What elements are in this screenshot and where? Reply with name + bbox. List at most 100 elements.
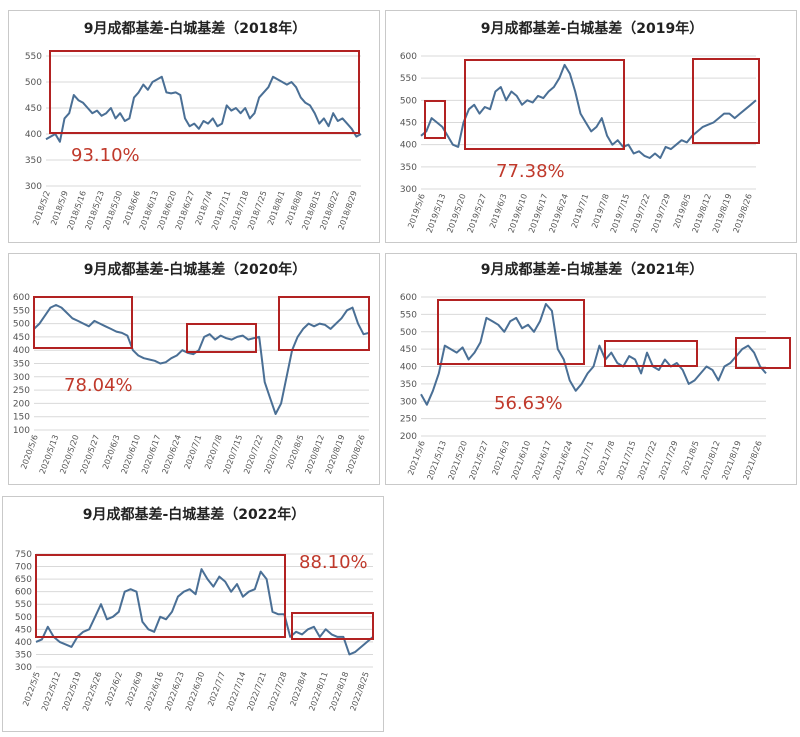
x-tick-label: 2020/5/27 (79, 434, 101, 476)
x-tick-label: 2021/6/24 (552, 440, 574, 482)
series-line (45, 75, 362, 143)
y-tick-label: 350 (15, 650, 32, 660)
x-tick-label: 2020/8/26 (344, 434, 366, 476)
chart-title: 9月成都基差-白城基差（2021年） (481, 261, 704, 278)
chart-title: 9月成都基差-白城基差（2018年） (84, 20, 307, 37)
series-line (420, 63, 757, 159)
x-tick-label: 2020/6/10 (120, 434, 142, 476)
x-tick-label: 2019/8/5 (672, 193, 693, 230)
x-tick-label: 2020/5/6 (19, 434, 40, 471)
x-tick-label: 2021/6/10 (510, 440, 532, 482)
x-tick-label: 2020/6/24 (160, 434, 182, 476)
x-tick-label: 2019/5/27 (466, 193, 488, 235)
y-tick-label: 500 (25, 78, 42, 88)
chart-2018-svg: 9月成都基差-白城基差（2018年） 300 350 400 450 500 550 2018… (25, 20, 362, 232)
chart-title: 9月成都基差-白城基差（2019年） (481, 20, 704, 37)
series-line (420, 303, 767, 406)
x-tick-label: 2018/8/8 (284, 190, 305, 227)
y-tick-label: 200 (13, 399, 30, 409)
x-tick-label: 2021/5/6 (406, 440, 427, 477)
y-tick-label: 450 (400, 345, 417, 355)
x-tick-label: 2019/7/15 (609, 193, 631, 235)
x-tick-label: 2022/5/12 (40, 671, 62, 713)
y-tick-label: 350 (25, 156, 42, 166)
x-tick-label: 2019/6/3 (488, 193, 509, 230)
x-tick-label: 2020/7/22 (242, 434, 264, 476)
y-tick-label: 250 (13, 386, 30, 396)
x-tick-label: 2018/8/1 (266, 190, 287, 227)
x-tick-label: 2020/6/3 (101, 434, 122, 471)
chart-title: 9月成都基差-白城基差（2022年） (83, 506, 306, 523)
x-tick-label: 2019/6/10 (507, 193, 529, 235)
x-tick-label: 2022/6/16 (143, 671, 165, 713)
y-tick-label: 550 (25, 52, 42, 62)
y-tick-label: 500 (13, 320, 30, 330)
highlight-box (604, 340, 698, 367)
chart-panel-2019: 9月成都基差-白城基差（2019年） 300 350 400 450 500 550 600 2… (385, 10, 797, 243)
chart-2020-svg: 9月成都基差-白城基差（2020年） 100 150 200 250 300 350 400 4… (13, 261, 370, 476)
highlight-box (33, 296, 133, 349)
x-tick-label: 2021/8/12 (699, 440, 721, 482)
y-tick-label: 400 (400, 141, 417, 151)
x-tick-label: 2018/5/9 (49, 190, 70, 227)
x-tick-label: 2020/8/5 (285, 434, 306, 471)
y-tick-label: 350 (400, 163, 417, 173)
highlight-box (291, 612, 374, 640)
x-tick-label: 2021/7/15 (615, 440, 637, 482)
x-tick-label: 2019/5/13 (425, 193, 447, 235)
y-tick-label: 550 (13, 306, 30, 316)
x-tick-label: 2018/8/29 (336, 190, 358, 232)
highlight-box (49, 50, 360, 134)
y-tick-label: 300 (25, 182, 42, 192)
x-tick-label: 2020/5/13 (38, 434, 60, 476)
highlight-box (692, 58, 760, 144)
series-line (33, 304, 370, 415)
x-tick-label: 2021/8/19 (720, 440, 742, 482)
y-tick-label: 450 (25, 104, 42, 114)
y-tick-label: 450 (15, 625, 32, 635)
y-tick-label: 600 (15, 588, 32, 598)
chart-2022-svg: 9月成都基差-白城基差（2022年） 300 350 400 450 500 550 600 6… (15, 506, 374, 713)
percentage-annotation: 88.10% (299, 552, 368, 573)
x-tick-label: 2018/7/25 (246, 190, 268, 232)
x-tick-label: 2021/5/27 (468, 440, 490, 482)
highlight-box (278, 296, 370, 351)
x-tick-label: 2022/7/7 (206, 671, 227, 708)
x-tick-label: 2019/7/1 (570, 193, 591, 230)
x-tick-label: 2019/5/20 (445, 193, 467, 235)
x-tick-label: 2019/7/29 (650, 193, 672, 235)
x-tick-label: 2019/7/8 (590, 193, 611, 230)
x-tick-label: 2021/6/17 (531, 440, 553, 482)
chart-panel-2022: 9月成都基差-白城基差（2022年） 300 350 400 450 500 550 600 6… (2, 496, 384, 732)
x-tick-label: 2021/7/22 (636, 440, 658, 482)
x-tick-label: 2022/8/11 (307, 671, 329, 713)
x-tick-label: 2020/6/17 (140, 434, 162, 476)
x-tick-label: 2022/8/25 (348, 671, 370, 713)
x-tick-label: 2022/7/14 (225, 671, 247, 713)
chart-panel-2020: 9月成都基差-白城基差（2020年） 100 150 200 250 300 350 400 4… (8, 253, 380, 485)
x-tick-label: 2019/6/17 (527, 193, 549, 235)
x-tick-label: 2022/6/9 (124, 671, 145, 708)
x-tick-label: 2021/7/1 (575, 440, 596, 477)
y-tick-label: 400 (13, 346, 30, 356)
chart-2019-svg: 9月成都基差-白城基差（2019年） 300 350 400 450 500 550 600 2… (400, 20, 760, 235)
x-tick-label: 2022/5/5 (21, 671, 42, 708)
x-tick-label: 2021/7/29 (657, 440, 679, 482)
series-line (35, 568, 374, 656)
y-tick-label: 350 (400, 380, 417, 390)
chart-panel-2018: 9月成都基差-白城基差（2018年） 300 350 400 450 500 550 2018… (8, 10, 380, 243)
y-tick-label: 700 (15, 563, 32, 573)
x-tick-label: 2019/8/26 (731, 193, 753, 235)
x-tick-label: 2022/7/21 (246, 671, 268, 713)
y-tick-label: 400 (25, 130, 42, 140)
x-tick-label: 2020/7/1 (183, 434, 204, 471)
x-tick-label: 2022/6/30 (184, 671, 206, 713)
highlight-box (186, 323, 257, 353)
y-tick-label: 550 (15, 600, 32, 610)
x-tick-label: 2022/5/19 (61, 671, 83, 713)
x-tick-label: 2020/5/20 (58, 434, 80, 476)
x-tick-label: 2020/7/29 (263, 434, 285, 476)
y-tick-label: 300 (400, 185, 417, 195)
y-tick-label: 600 (400, 52, 417, 62)
x-tick-label: 2022/8/18 (328, 671, 350, 713)
